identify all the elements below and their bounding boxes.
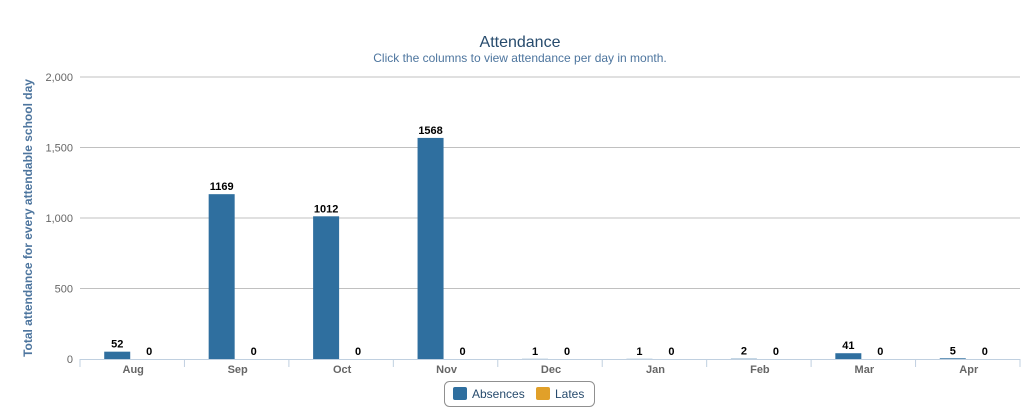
data-label: 1 bbox=[532, 346, 538, 358]
data-label: 0 bbox=[146, 346, 152, 358]
legend-box bbox=[444, 381, 595, 407]
bar-absences[interactable] bbox=[835, 353, 862, 359]
x-tick-label: Nov bbox=[436, 364, 458, 376]
y-tick-label: 1,500 bbox=[45, 143, 73, 155]
legend-swatch-absences[interactable] bbox=[453, 387, 467, 400]
data-label: 52 bbox=[111, 339, 123, 351]
legend-swatch-lates[interactable] bbox=[536, 387, 550, 400]
data-label: 1169 bbox=[210, 181, 234, 193]
data-label: 5 bbox=[950, 345, 956, 357]
data-label: 0 bbox=[982, 346, 988, 358]
x-tick-label: Aug bbox=[123, 364, 144, 376]
bar-absences[interactable] bbox=[208, 194, 235, 359]
x-tick-label: Mar bbox=[855, 364, 875, 376]
x-tick-label: Oct bbox=[333, 364, 352, 376]
y-tick-label: 0 bbox=[67, 354, 73, 366]
x-tick-label: Feb bbox=[750, 364, 770, 376]
data-label: 0 bbox=[355, 346, 361, 358]
y-axis-label: Total attendance for every attendable sc… bbox=[21, 79, 35, 357]
data-label: 0 bbox=[251, 346, 257, 358]
bars bbox=[104, 137, 966, 359]
y-axis-ticks: 0 500 1,000 1,500 2,000 bbox=[45, 72, 73, 366]
data-label: 1012 bbox=[314, 203, 338, 215]
bar-absences[interactable] bbox=[417, 137, 444, 359]
y-tick-label: 1,000 bbox=[45, 213, 73, 225]
data-labels: 52 0 1169 0 1012 0 1568 0 1 0 1 0 2 0 41 0 5 0 bbox=[111, 125, 988, 358]
bar-absences[interactable] bbox=[104, 351, 131, 359]
chart-subtitle: Click the columns to view attendance per… bbox=[373, 51, 666, 65]
data-label: 0 bbox=[877, 346, 883, 358]
x-axis-ticks: Aug Sep Oct Nov Dec Jan Feb Mar Apr bbox=[79, 359, 1021, 376]
x-tick-label: Jan bbox=[646, 364, 665, 376]
data-label: 1568 bbox=[418, 125, 442, 137]
x-tick-label: Dec bbox=[541, 364, 561, 376]
x-tick-label: Sep bbox=[228, 364, 248, 376]
data-label: 0 bbox=[564, 346, 570, 358]
data-label: 1 bbox=[636, 346, 642, 358]
data-label: 41 bbox=[842, 340, 854, 352]
data-label: 0 bbox=[773, 346, 779, 358]
gridlines bbox=[80, 76, 1020, 360]
legend: Absences Lates bbox=[444, 381, 595, 407]
x-tick-label: Apr bbox=[959, 364, 979, 376]
legend-item-absences[interactable]: Absences bbox=[472, 387, 525, 401]
y-tick-label: 500 bbox=[55, 284, 73, 296]
bar-absences[interactable] bbox=[939, 358, 966, 359]
bar-absences[interactable] bbox=[313, 216, 340, 359]
data-label: 2 bbox=[741, 346, 747, 358]
y-tick-label: 2,000 bbox=[45, 72, 73, 84]
data-label: 0 bbox=[668, 346, 674, 358]
chart-title: Attendance bbox=[480, 34, 561, 51]
legend-item-lates[interactable]: Lates bbox=[555, 387, 584, 401]
data-label: 0 bbox=[459, 346, 465, 358]
